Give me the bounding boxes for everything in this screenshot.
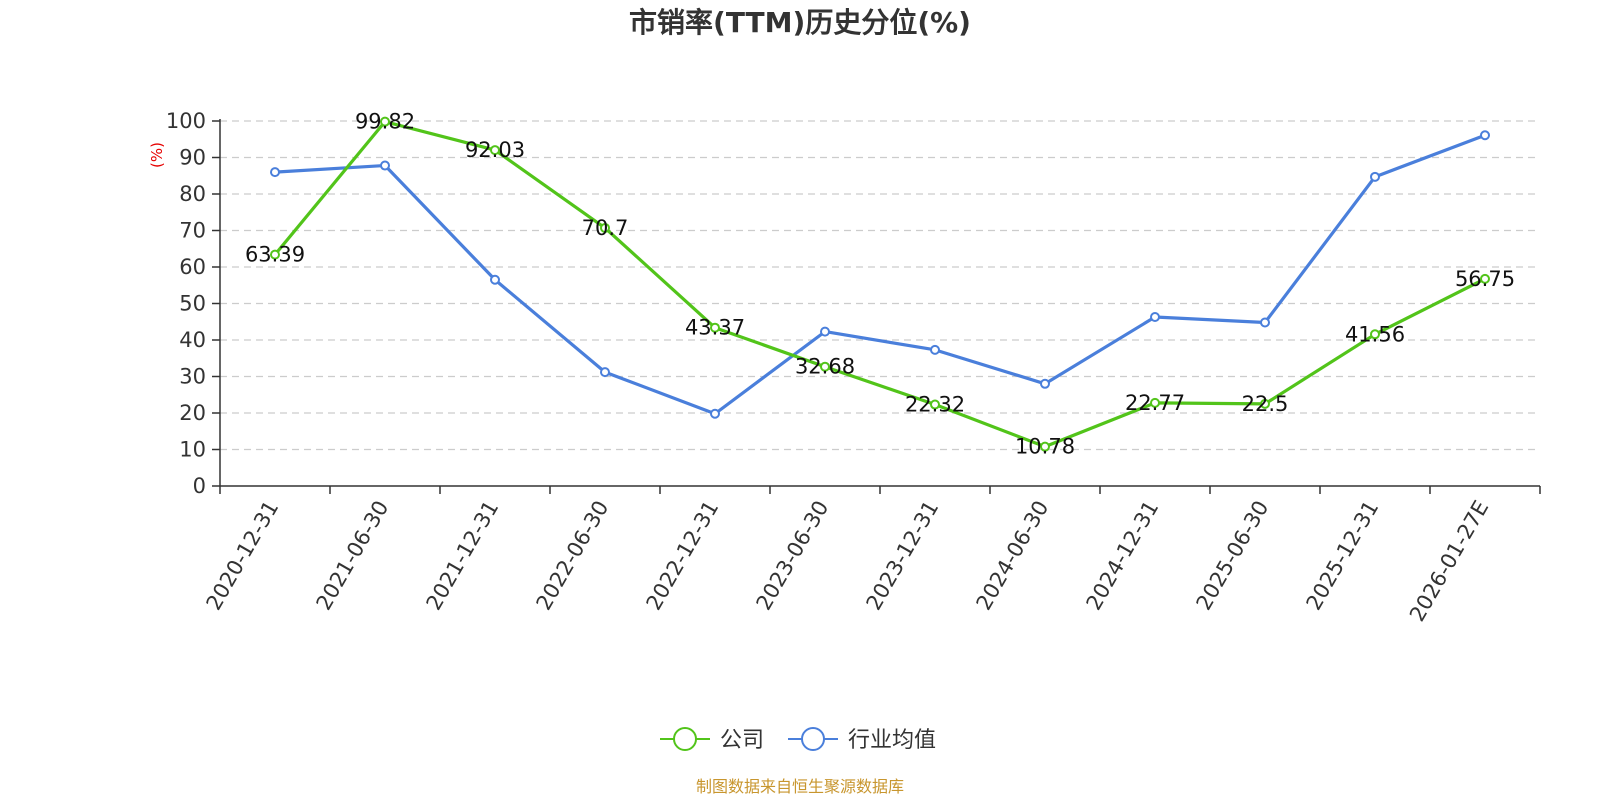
data-point <box>820 326 830 337</box>
data-point <box>1040 441 1050 452</box>
y-tick-label: 0 <box>193 474 206 498</box>
legend: 公司 行业均值 <box>660 727 936 753</box>
data-point <box>1370 329 1380 340</box>
y-tick-label: 10 <box>179 438 206 462</box>
data-label: 32.68 <box>795 355 855 379</box>
data-point <box>930 344 940 355</box>
data-label: 22.77 <box>1125 391 1185 415</box>
data-point <box>1480 273 1490 284</box>
x-tick-label: 2021-12-31 <box>422 497 504 615</box>
data-labels: 63.39 99.82 92.03 70.7 43.37 32.68 22.32 10.78 2… <box>245 110 1515 459</box>
legend-label: 公司 <box>720 728 764 753</box>
data-label: 43.37 <box>685 316 745 340</box>
data-label: 10.78 <box>1015 435 1075 459</box>
y-tick-label: 70 <box>179 219 206 243</box>
data-label: 63.39 <box>245 243 305 267</box>
y-tick-label: 80 <box>179 182 206 206</box>
data-point <box>600 367 610 378</box>
y-axis-label: (%) <box>148 142 166 168</box>
legend-swatch-marker <box>673 727 697 751</box>
data-point <box>490 145 500 156</box>
x-tick-label: 2026-01-27E <box>1405 497 1493 626</box>
y-tick-label: 50 <box>179 292 206 316</box>
x-tick-label: 2021-06-30 <box>312 497 394 615</box>
x-tick-label: 2020-12-31 <box>202 497 284 615</box>
y-tick-label: 30 <box>179 365 206 389</box>
data-point <box>270 249 280 260</box>
data-point <box>930 399 940 410</box>
data-point <box>1480 130 1490 141</box>
y-tick-label: 40 <box>179 328 206 352</box>
data-label: 41.56 <box>1345 322 1405 346</box>
data-label: 22.5 <box>1242 392 1289 416</box>
legend-swatch-marker <box>801 727 825 751</box>
data-point <box>710 408 720 419</box>
data-point <box>1260 398 1270 409</box>
data-label: 92.03 <box>465 138 525 162</box>
x-tick-label: 2023-06-30 <box>752 497 834 615</box>
data-point <box>710 322 720 333</box>
data-point <box>380 116 390 127</box>
chart-title: 市销率(TTM)历史分位(%) <box>629 6 971 39</box>
grid-lines <box>220 120 1540 451</box>
y-tick-label: 20 <box>179 401 206 425</box>
series-line <box>274 133 1486 416</box>
data-label: 70.7 <box>582 216 629 240</box>
data-point <box>1150 312 1160 323</box>
y-tick-label: 100 <box>166 109 206 133</box>
x-tick-label: 2025-12-31 <box>1302 497 1384 615</box>
x-tick-label: 2024-06-30 <box>972 497 1054 615</box>
x-tick-label: 2022-06-30 <box>532 497 614 615</box>
x-tick-label: 2025-06-30 <box>1192 497 1274 615</box>
y-tick-label: 90 <box>179 146 206 170</box>
data-label: 99.82 <box>355 110 415 134</box>
x-tick-label: 2022-12-31 <box>642 497 724 615</box>
data-point <box>270 167 280 178</box>
series-line <box>273 120 1486 449</box>
data-label: 22.32 <box>905 393 965 417</box>
data-label: 56.75 <box>1455 267 1515 291</box>
data-point <box>1040 378 1050 389</box>
y-tick-label: 60 <box>179 255 206 279</box>
x-tick-label: 2023-12-31 <box>862 497 944 615</box>
legend-label: 行业均值 <box>848 728 936 753</box>
legend-item: 行业均值 <box>788 727 936 753</box>
data-point <box>1260 317 1270 328</box>
data-point <box>600 222 610 233</box>
data-point <box>380 160 390 171</box>
series-layer <box>270 116 1490 452</box>
x-tick-label: 2024-12-31 <box>1082 497 1164 615</box>
legend-item: 公司 <box>660 727 764 753</box>
source-note: 制图数据来自恒生聚源数据库 <box>696 777 904 796</box>
data-point <box>1370 171 1380 182</box>
data-point <box>1150 397 1160 408</box>
data-point <box>490 274 500 285</box>
data-point <box>820 361 830 372</box>
